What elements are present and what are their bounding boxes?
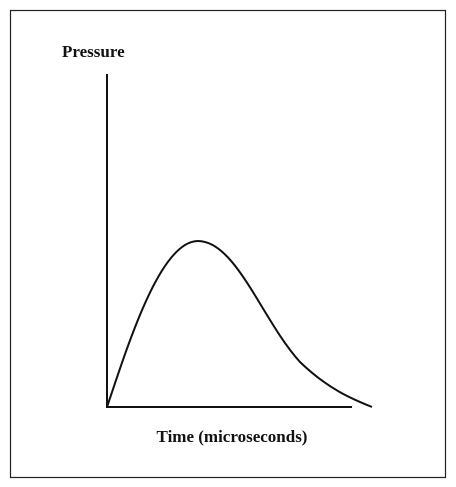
x-axis-label: Time (microseconds) bbox=[157, 427, 308, 446]
pressure-curve bbox=[106, 239, 373, 408]
frame bbox=[9, 9, 447, 479]
y-axis-label: Pressure bbox=[62, 42, 125, 61]
